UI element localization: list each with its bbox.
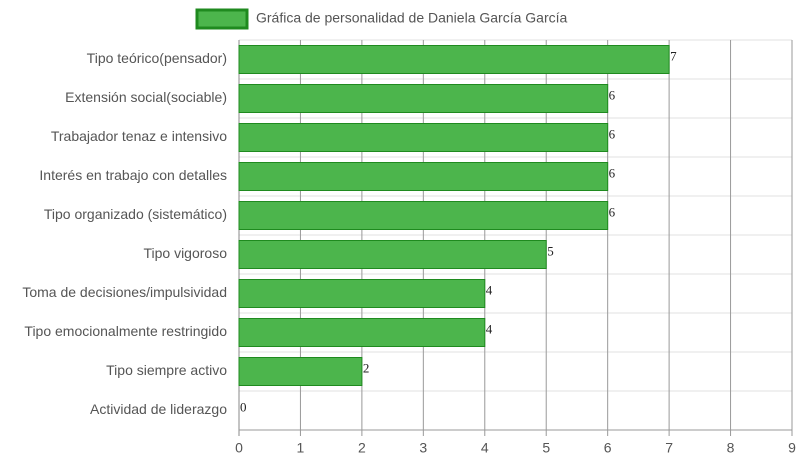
y-tick-label: Actividad de liderazgo <box>90 401 227 417</box>
value-label: 4 <box>486 321 493 336</box>
bar <box>238 240 547 269</box>
y-tick-label: Tipo emocionalmente restringido <box>24 323 227 339</box>
y-tick-label: Interés en trabajo con detalles <box>39 167 227 183</box>
y-tick-label: Toma de decisiones/impulsividad <box>22 284 227 300</box>
x-tick-label: 3 <box>419 440 427 456</box>
value-label: 4 <box>486 282 493 297</box>
value-label: 5 <box>547 243 554 258</box>
bar <box>238 162 609 191</box>
bar <box>238 201 609 230</box>
x-tick-label: 6 <box>604 440 612 456</box>
bar <box>238 84 609 113</box>
value-label: 6 <box>609 126 616 141</box>
x-tick-label: 0 <box>235 440 243 456</box>
value-label: 6 <box>609 204 616 219</box>
y-tick-label: Trabajador tenaz e intensivo <box>51 128 227 144</box>
y-tick-label: Extensión social(sociable) <box>65 89 227 105</box>
legend-swatch <box>195 8 249 30</box>
legend-label: Gráfica de personalidad de Daniela Garcí… <box>256 10 567 26</box>
x-tick-label: 1 <box>297 440 305 456</box>
x-tick-label: 9 <box>788 440 796 456</box>
value-label: 2 <box>363 360 370 375</box>
value-label: 6 <box>609 165 616 180</box>
value-label: 6 <box>609 87 616 102</box>
x-tick-label: 2 <box>358 440 366 456</box>
value-label: 0 <box>240 399 247 414</box>
bar <box>238 318 486 347</box>
x-tick-label: 7 <box>665 440 673 456</box>
bar <box>238 357 363 386</box>
y-tick-label: Tipo teórico(pensador) <box>87 50 227 66</box>
bar <box>238 123 609 152</box>
bar <box>238 45 670 74</box>
y-tick-label: Tipo organizado (sistemático) <box>44 206 227 222</box>
y-tick-label: Tipo vigoroso <box>143 245 227 261</box>
x-tick-label: 5 <box>542 440 550 456</box>
x-tick-label: 4 <box>481 440 489 456</box>
value-label: 7 <box>670 48 677 63</box>
y-tick-label: Tipo siempre activo <box>106 362 227 378</box>
bar <box>238 279 486 308</box>
x-tick-label: 8 <box>727 440 735 456</box>
